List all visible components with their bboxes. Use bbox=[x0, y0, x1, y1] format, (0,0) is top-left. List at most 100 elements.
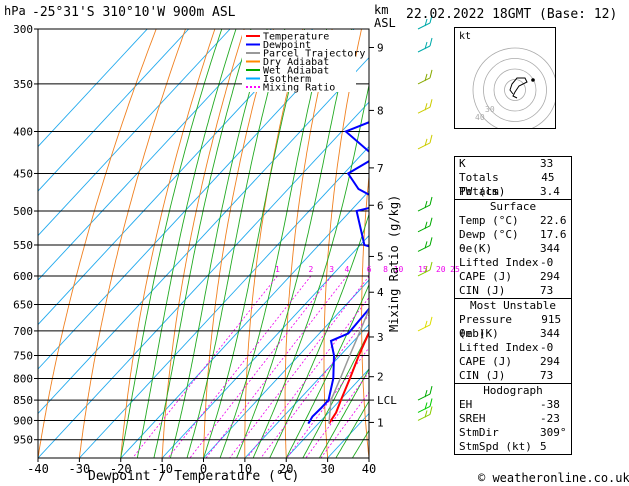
pressure-tick-label: 700 bbox=[13, 325, 33, 338]
mixing-ratio-line bbox=[189, 275, 332, 458]
most-unstable-title: Most Unstable bbox=[469, 299, 557, 312]
wind-barb-shaft bbox=[417, 22, 431, 30]
location-title: -25°31'S 310°10'W 900m ASL bbox=[32, 5, 236, 20]
index-row: Lifted Index -0 bbox=[459, 256, 554, 269]
hodograph-ring bbox=[504, 79, 526, 101]
wind-barb-shaft bbox=[417, 414, 431, 421]
hpa-label: hPa bbox=[4, 4, 26, 18]
km-tick-label: 6 bbox=[377, 199, 384, 212]
km-tick-label: LCL bbox=[377, 394, 397, 407]
hodograph-trace bbox=[509, 77, 528, 99]
most-unstable-box: Most Unstable Pressure (mb) 915 θe (K) 344… bbox=[454, 298, 572, 383]
wind-barb-shaft bbox=[417, 406, 431, 413]
pressure-tick-label: 350 bbox=[13, 78, 33, 91]
mixing-ratio-label: 2 bbox=[308, 265, 313, 274]
index-row: Pressure (mb) 915 bbox=[459, 313, 562, 340]
legend-label: Temperature bbox=[263, 32, 329, 43]
wind-barb-flag bbox=[424, 103, 428, 111]
km-tick-label: 8 bbox=[377, 104, 384, 117]
hodograph-unit: kt bbox=[459, 31, 472, 42]
isotherm-line bbox=[38, 29, 190, 192]
mixing-ratio-label: 1 bbox=[275, 265, 280, 274]
wind-barb-flag bbox=[424, 138, 428, 147]
index-row: θe(K) 344 bbox=[459, 242, 560, 255]
index-row: StmDir 309° bbox=[459, 426, 567, 439]
mixing-ratio-line bbox=[132, 275, 278, 458]
km-tick-label: 1 bbox=[377, 416, 384, 429]
legend-label: Parcel Trajectory bbox=[263, 49, 365, 60]
legend-label: Isotherm bbox=[263, 74, 311, 85]
temp-tick-label: -20 bbox=[110, 462, 132, 476]
wind-barb-shaft bbox=[417, 324, 431, 332]
index-row: Temp (°C) 22.6 bbox=[459, 214, 567, 227]
km-tick-label: 5 bbox=[377, 250, 384, 263]
wind-barb-flag bbox=[429, 385, 433, 395]
wind-barb-shaft bbox=[417, 269, 431, 277]
datetime-title: 22.02.2022 18GMT (Base: 12) bbox=[406, 7, 618, 22]
mixing-ratio-label: 15 bbox=[418, 265, 428, 274]
index-row: StmSpd (kt) 5 bbox=[459, 440, 547, 453]
temp-tick-label: -40 bbox=[27, 462, 49, 476]
wind-barb-shaft bbox=[417, 244, 431, 252]
mixing-ratio-line bbox=[167, 275, 312, 458]
dry-adiabat-line bbox=[626, 29, 629, 458]
wind-barbs bbox=[417, 14, 433, 421]
pressure-tick-label: 300 bbox=[13, 23, 33, 36]
wet-adiabat-line bbox=[136, 29, 237, 458]
wind-barb-flag bbox=[424, 402, 428, 410]
surface-box: Surface Temp (°C) 22.6 Dewp (°C) 17.6 θe(K… bbox=[454, 199, 572, 298]
isotherm-line bbox=[38, 29, 314, 326]
index-row: Lifted Index -0 bbox=[459, 341, 554, 354]
dry-adiabat-line bbox=[398, 29, 420, 458]
km-tick-label: 2 bbox=[377, 371, 384, 384]
skewt-plot-area bbox=[38, 29, 629, 458]
temp-tick-label: 10 bbox=[238, 462, 252, 476]
temp-tick-label: 30 bbox=[320, 462, 334, 476]
hodograph-ring-label: 40 bbox=[475, 113, 485, 122]
mixing-ratio-line bbox=[246, 296, 369, 458]
pressure-tick-label: 500 bbox=[13, 205, 33, 218]
hodograph-ring bbox=[493, 68, 537, 112]
wind-barb-shaft bbox=[417, 106, 431, 114]
wind-barb-flag bbox=[429, 196, 433, 206]
hodograph-box: Hodograph EH -38 SREH -23 StmDir 309° StmSp… bbox=[454, 383, 572, 455]
wind-barb-flag bbox=[424, 200, 428, 209]
mixing-ratio-label: 10 bbox=[394, 265, 404, 274]
km-tick-label: 3 bbox=[377, 331, 384, 344]
parcel-trajectory-line bbox=[328, 307, 369, 424]
isotherm-line bbox=[203, 279, 369, 458]
wind-barb-flag bbox=[424, 389, 428, 398]
index-row: PW (cm) 3.4 bbox=[459, 185, 560, 198]
wind-barb-flag bbox=[429, 406, 433, 415]
index-row: EH -38 bbox=[459, 398, 560, 411]
pressure-tick-label: 800 bbox=[13, 372, 33, 385]
isotherm-line bbox=[38, 101, 369, 458]
legend-label: Wet Adiabat bbox=[263, 66, 329, 77]
index-row: CAPE (J) 294 bbox=[459, 270, 560, 283]
isotherm-line bbox=[285, 368, 369, 458]
legend-label: Mixing Ratio bbox=[263, 83, 335, 94]
mixing-ratio-lines bbox=[132, 275, 369, 458]
legend-label: Dewpoint bbox=[263, 40, 311, 51]
index-row: Totals Totals 45 bbox=[459, 171, 555, 198]
km-tick-label: 9 bbox=[377, 42, 384, 55]
mixing-ratio-label: 25 bbox=[450, 265, 460, 274]
isotherm-line bbox=[38, 29, 231, 237]
pressure-tick-label: 400 bbox=[13, 126, 33, 139]
wind-barb-flag bbox=[424, 410, 428, 418]
pressure-tick-label: 900 bbox=[13, 414, 33, 427]
pressure-tick-label: 850 bbox=[13, 394, 33, 407]
wet-adiabat-line bbox=[319, 368, 369, 458]
wind-barb-flag bbox=[429, 398, 433, 407]
dry-adiabat-line bbox=[596, 29, 629, 458]
temp-tick-label: -30 bbox=[69, 462, 91, 476]
wind-barb-flag bbox=[429, 316, 433, 326]
footer-credit: © weatheronline.co.uk bbox=[478, 471, 629, 485]
x-axis-label: Dewpoint / Temperature (°C) bbox=[88, 469, 300, 484]
wind-barb-flag bbox=[424, 265, 428, 274]
wind-barb-flag bbox=[429, 99, 433, 108]
dewpoint-line bbox=[307, 121, 369, 425]
asl-label: ASL bbox=[374, 16, 396, 30]
